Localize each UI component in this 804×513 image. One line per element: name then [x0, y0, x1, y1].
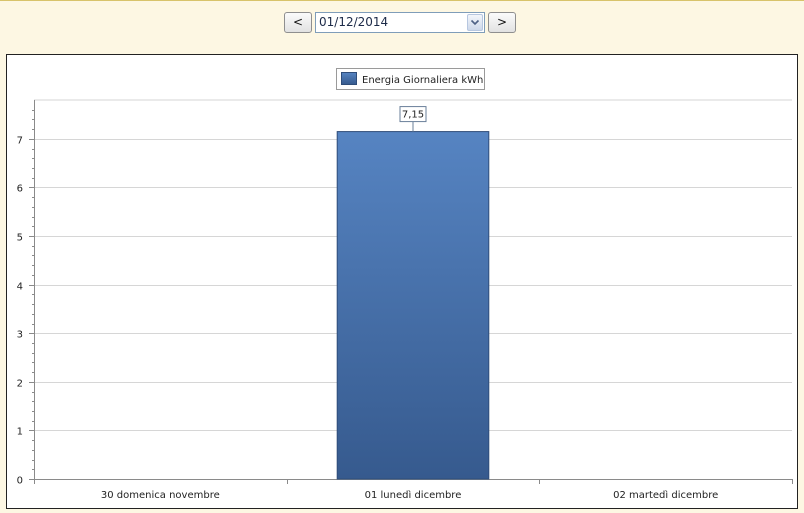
top-border — [0, 0, 804, 1]
y-tick-label: 5 — [17, 233, 23, 244]
x-tick-label: 30 domenica novembre — [101, 490, 220, 501]
chevron-down-icon — [470, 19, 480, 26]
bar — [336, 131, 490, 480]
x-tick-label: 02 martedì dicembre — [613, 489, 718, 501]
y-tick-label: 7 — [17, 136, 23, 147]
y-tick-label: 0 — [17, 476, 23, 487]
legend: Energia Giornaliera kWh — [336, 68, 485, 90]
legend-box — [336, 68, 485, 90]
y-tick-label: 3 — [17, 330, 23, 341]
dropdown-button[interactable] — [467, 14, 483, 31]
y-tick-label: 6 — [17, 184, 23, 195]
date-select[interactable]: 01/12/2014 — [315, 12, 485, 33]
data-label: 7,15 — [402, 110, 424, 121]
x-tick-label: 01 lunedì dicembre — [365, 489, 462, 501]
legend-swatch — [341, 72, 357, 85]
y-tick-label: 1 — [17, 427, 23, 438]
legend-label: Energia Giornaliera kWh — [362, 75, 483, 86]
previous-day-button[interactable]: < — [284, 12, 312, 33]
date-navigation: < 01/12/2014 > — [0, 0, 804, 50]
date-select-value: 01/12/2014 — [319, 15, 389, 29]
y-tick-label: 4 — [17, 282, 23, 293]
chart-panel: 0 1 2 3 4 5 6 7 30 domenica novembre 01 lunedì di… — [6, 54, 798, 509]
next-day-button[interactable]: > — [488, 12, 516, 33]
daily-energy-chart: 0 1 2 3 4 5 6 7 30 domenica novembre 01 lunedì di… — [17, 68, 793, 501]
y-tick-label: 2 — [17, 379, 23, 390]
data-label-box — [399, 106, 427, 123]
